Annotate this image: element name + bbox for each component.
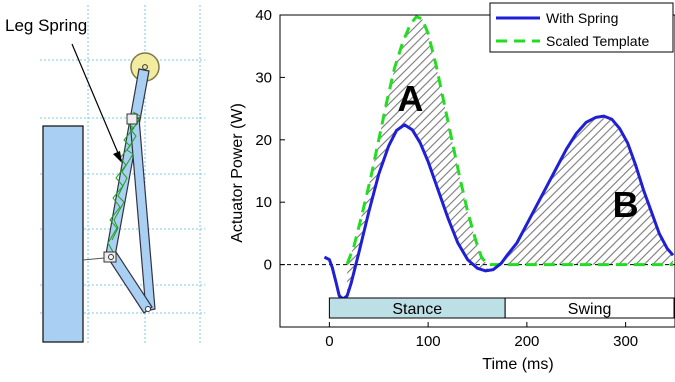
legend-label: With Spring bbox=[546, 10, 618, 26]
axis-layer: 0 10 20 30 40 0 100 200 300 bbox=[255, 7, 638, 350]
series-line-template bbox=[345, 15, 674, 267]
x-tick-label: 200 bbox=[514, 333, 539, 350]
body-block bbox=[42, 125, 84, 343]
region-label: A bbox=[397, 78, 423, 119]
knee-joint bbox=[126, 113, 138, 125]
label-arrow bbox=[71, 43, 119, 154]
plot-frame bbox=[279, 14, 675, 328]
x-tick-label: 100 bbox=[416, 333, 441, 350]
hatched-region-1 bbox=[347, 16, 488, 296]
y-tick-label: 10 bbox=[255, 194, 272, 211]
region-label: B bbox=[613, 184, 639, 225]
series-line-spring bbox=[323, 114, 675, 301]
diagram-grid bbox=[40, 5, 205, 345]
hatch-regions bbox=[347, 16, 674, 296]
leg-diagram: Leg Spring bbox=[5, 5, 205, 345]
phase-swing bbox=[504, 297, 675, 319]
legend-box bbox=[489, 2, 674, 53]
x-tick-label: 300 bbox=[613, 333, 638, 350]
leg-spring-label: Leg Spring bbox=[5, 16, 87, 35]
x-axis-label: Time (ms) bbox=[482, 356, 553, 373]
region-labels: AB bbox=[397, 78, 638, 225]
series-layer bbox=[323, 15, 675, 301]
x-tick-label: 0 bbox=[325, 333, 333, 350]
phase-label: Stance bbox=[392, 301, 442, 318]
y-axis-label: Actuator Power (W) bbox=[229, 103, 246, 243]
phase-label: Swing bbox=[568, 301, 612, 318]
legend-label: Scaled Template bbox=[546, 33, 649, 49]
spring-coil bbox=[107, 117, 135, 253]
y-tick-label: 30 bbox=[255, 69, 272, 86]
y-tick-label: 40 bbox=[255, 7, 272, 24]
hatched-region-2 bbox=[497, 116, 674, 267]
phase-bar: Stance Swing bbox=[328, 297, 675, 319]
y-tick-label: 0 bbox=[264, 257, 272, 274]
legend: With Spring Scaled Template bbox=[489, 2, 674, 53]
y-tick-label: 20 bbox=[255, 132, 272, 149]
